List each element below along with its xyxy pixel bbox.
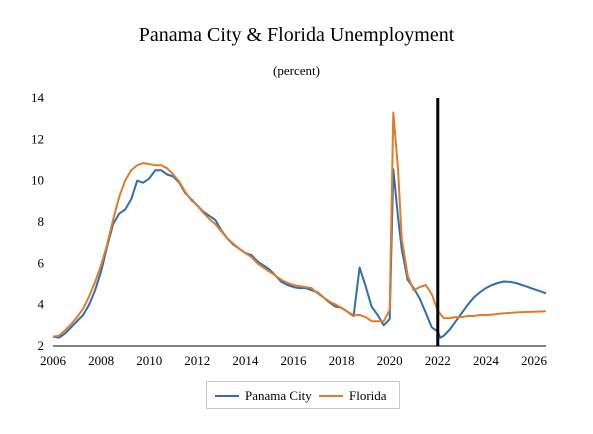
x-tick-label: 2008 [88, 353, 114, 368]
x-tick-label: 2024 [473, 353, 500, 368]
legend-label-panama-city: Panama City [245, 388, 312, 403]
x-tick-label: 2022 [425, 353, 451, 368]
legend-item-panama-city: Panama City [215, 388, 312, 404]
y-tick-label: 6 [38, 255, 45, 270]
y-tick-label: 4 [38, 297, 45, 312]
y-tick-label: 12 [31, 131, 44, 146]
series-line-panama-city [52, 168, 547, 339]
x-tick-label: 2018 [329, 353, 355, 368]
x-tick-label: 2020 [377, 353, 403, 368]
y-tick-label: 2 [38, 338, 45, 353]
x-tick-label: 2014 [232, 353, 259, 368]
y-tick-label: 8 [38, 214, 45, 229]
x-tick-label: 2012 [184, 353, 210, 368]
legend-swatch-panama-city [215, 395, 239, 397]
series-line-florida [52, 111, 547, 338]
y-tick-label: 10 [31, 173, 44, 188]
legend-swatch-florida [319, 395, 343, 397]
legend-item-florida: Florida [319, 388, 387, 404]
x-tick-label: 2006 [40, 353, 67, 368]
legend: Panama City Florida [206, 381, 400, 409]
legend-label-florida: Florida [349, 388, 387, 403]
x-tick-label: 2016 [280, 353, 307, 368]
series-layer [52, 111, 547, 339]
chart-subtitle: (percent) [273, 63, 320, 78]
y-tick-label: 14 [31, 90, 45, 105]
x-tick-label: 2010 [136, 353, 162, 368]
chart-title: Panama City & Florida Unemployment [138, 24, 455, 46]
axes: 2 4 6 8 10 12 14 2006 2008 2010 2012 2014 2016 2018 20… [31, 90, 547, 368]
x-tick-label: 2026 [521, 353, 548, 368]
